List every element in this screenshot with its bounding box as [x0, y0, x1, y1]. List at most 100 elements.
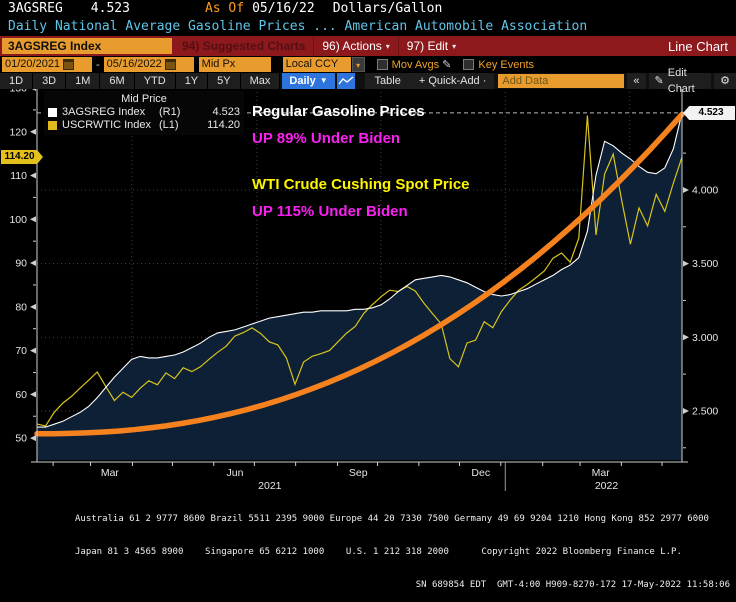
legend-title: Mid Price	[121, 93, 167, 105]
legend-series-name: 3AGSREG Index	[62, 106, 146, 118]
legend-swatch	[48, 108, 57, 117]
chart-annotations: Regular Gasoline Prices UP 89% Under Bid…	[252, 98, 470, 225]
period-tabs-row: 1D 3D 1M 6M YTD 1Y 5Y Max Daily ▼ Table + Quick-…	[0, 67, 736, 95]
date-from-value: 01/20/2021	[5, 58, 61, 70]
currency-field[interactable]: Local CCY	[282, 57, 351, 72]
frequency-value: Daily	[289, 75, 316, 87]
right-axis-label: 2.500	[692, 405, 718, 417]
right-axis-tick	[683, 186, 689, 193]
security-field[interactable]: 3AGSREG Index	[2, 38, 172, 54]
month-label: Mar	[101, 467, 120, 479]
left-axis-tick	[30, 303, 36, 310]
legend-rows: 3AGSREG Index (R1) 4.523 USCRWTIC Index (L1)…	[48, 106, 240, 132]
security-header: 3AGSREG 4.523 As Of 05/16/22 Dollars/Gallon …	[0, 0, 736, 36]
line-chart-type-button[interactable]	[336, 73, 355, 89]
year-label: 2022	[595, 480, 619, 492]
edit-chart-button[interactable]: ✎ Edit Chart	[648, 67, 712, 95]
terminal-footer: Australia 61 2 9777 8600 Brazil 5511 239…	[0, 492, 736, 602]
suggested-charts-button[interactable]: 94) Suggested Charts	[182, 39, 306, 53]
last-price: 4.523	[90, 1, 130, 16]
price-chart-canvas: 13012011010090807060504.0003.5003.0002.5…	[9, 83, 718, 493]
edit-chart-label: Edit Chart	[667, 67, 695, 95]
period-tabs: 1D 3D 1M 6M YTD 1Y 5Y Max	[0, 73, 281, 89]
legend-axis-ref: (R1)	[159, 106, 181, 118]
date-to-field[interactable]: 05/16/2022	[103, 57, 194, 72]
period-tab-ytd[interactable]: YTD	[134, 73, 176, 89]
left-axis-tick	[30, 347, 36, 354]
line-chart-icon	[338, 76, 354, 85]
period-tab-1d[interactable]: 1D	[0, 73, 34, 89]
security-description: Daily National Average Gasoline Prices .…	[8, 19, 588, 34]
legend-series-name: USCRWTIC Index	[62, 119, 152, 131]
gasoline-area-fill	[37, 112, 682, 461]
left-axis-label: 80	[15, 301, 27, 313]
date-to-value: 05/16/2022	[106, 58, 162, 70]
legend-axis-ref: (L1)	[159, 119, 179, 131]
right-axis-label: 3.000	[692, 332, 718, 344]
month-label: Jun	[227, 467, 244, 479]
right-axis-label: 3.500	[692, 258, 718, 270]
left-axis-label: 100	[9, 214, 27, 226]
price-type-field[interactable]: Mid Px	[198, 57, 271, 72]
key-events-checkbox[interactable]	[463, 59, 475, 70]
left-axis-label: 50	[15, 433, 27, 445]
period-tab-5y[interactable]: 5Y	[208, 73, 241, 89]
chart-controls-row: 01/20/2021 - 05/16/2022 Mid Px Local CCY…	[0, 56, 736, 73]
left-axis-last-price-tag: 114.20	[1, 150, 43, 164]
mov-avgs-label: Mov Avgs	[391, 58, 440, 71]
price-unit: Dollars/Gallon	[332, 1, 443, 16]
frequency-dropdown[interactable]: Daily ▼	[282, 73, 335, 89]
edit-label: 97) Edit	[406, 39, 449, 53]
period-tab-max[interactable]: Max	[240, 73, 281, 89]
legend-item[interactable]: 3AGSREG Index (R1) 4.523	[48, 106, 240, 119]
footer-phones-line2: Japan 81 3 4565 8900 Singapore 65 6212 1…	[75, 547, 682, 557]
gas-annotation-change: UP 89% Under Biden	[252, 130, 401, 147]
right-axis-label: 4.000	[692, 184, 718, 196]
legend-item[interactable]: USCRWTIC Index (L1) 114.20	[48, 119, 240, 132]
legend-last-value: 4.523	[212, 106, 240, 118]
gas-annotation-title: Regular Gasoline Prices	[252, 103, 425, 120]
edit-menu-button[interactable]: 97) Edit ▾	[397, 36, 464, 56]
period-tab-1y[interactable]: 1Y	[175, 73, 209, 89]
left-axis-tick	[30, 391, 36, 398]
calendar-icon[interactable]	[164, 59, 176, 70]
as-of-date: 05/16/22	[252, 1, 315, 16]
chevron-down-icon: ▾	[356, 61, 361, 70]
gear-icon: ⚙	[720, 75, 730, 87]
currency-dropdown-button[interactable]: ▾	[351, 57, 365, 72]
period-tab-1m[interactable]: 1M	[66, 73, 101, 89]
collapse-panel-button[interactable]: «	[627, 73, 646, 89]
period-tab-6m[interactable]: 6M	[100, 73, 135, 89]
chevron-down-icon: ▼	[319, 76, 328, 85]
chevron-down-icon: ▾	[385, 41, 390, 51]
right-axis-tick	[683, 334, 689, 341]
view-mode-label: Line Chart	[668, 38, 728, 54]
trend-annotation-line	[34, 111, 685, 437]
left-axis-label: 60	[15, 389, 27, 401]
legend-last-value: 114.20	[207, 119, 240, 131]
chevron-down-icon: ▾	[452, 41, 457, 51]
month-label: Dec	[471, 467, 490, 479]
annotation-gap	[252, 152, 470, 171]
add-data-input[interactable]	[498, 74, 625, 88]
left-axis-label: 120	[9, 126, 27, 138]
mov-avgs-checkbox[interactable]	[376, 59, 388, 70]
table-view-button[interactable]: Table	[364, 73, 411, 89]
calendar-icon[interactable]	[63, 59, 75, 70]
header-line-1: 3AGSREG 4.523 As Of 05/16/22 Dollars/Gallon	[8, 0, 736, 18]
footer-session-info: SN 689854 EDT GMT-4:00 H909-8270-172 17-…	[415, 580, 730, 590]
left-axis-tick	[30, 128, 36, 135]
chart-legend: Mid Price 3AGSREG Index (R1) 4.523 USCRWTIC…	[44, 91, 244, 135]
right-axis-tick	[683, 407, 689, 414]
actions-menu-button[interactable]: 96) Actions ▾	[313, 36, 397, 56]
quick-add-button[interactable]: + Quick-Add ·	[410, 73, 495, 89]
date-from-field[interactable]: 01/20/2021	[2, 57, 92, 72]
left-axis-tick	[30, 172, 36, 179]
settings-gear-button[interactable]: ⚙	[714, 73, 736, 89]
pencil-icon[interactable]: ✎	[442, 59, 452, 71]
period-tab-3d[interactable]: 3D	[33, 73, 67, 89]
left-axis-tick	[30, 435, 36, 442]
footer-phones-line1: Australia 61 2 9777 8600 Brazil 5511 239…	[75, 514, 709, 524]
top-chrome: 3AGSREG 4.523 As Of 05/16/22 Dollars/Gallon …	[0, 0, 736, 95]
